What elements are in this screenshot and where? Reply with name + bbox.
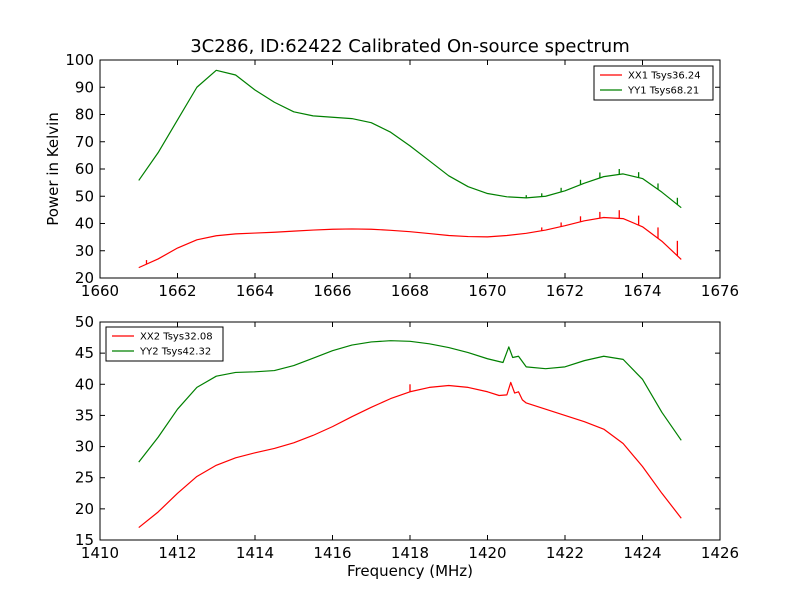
top-y-tick-label: 70 [75,133,94,151]
top-legend-label-1: XX1 Tsys36.24 [628,71,701,82]
y-axis-label: Power in Kelvin [44,112,62,226]
bottom-series-line-2 [138,340,682,463]
bottom-x-tick-label: 1422 [546,544,584,562]
top-x-tick-label: 1668 [391,282,429,300]
top-y-tick-label: 50 [75,187,94,205]
top-x-tick-label: 1676 [701,282,739,300]
bottom-legend-label-1: XX2 Tsys32.08 [140,332,213,343]
bottom-x-tick-label: 1414 [236,544,274,562]
bottom-y-tick-label: 40 [75,375,94,393]
top-x-tick-label: 1660 [81,282,119,300]
bottom-x-tick-label: 1420 [468,544,506,562]
top-legend: XX1 Tsys36.24 YY1 Tsys68.21 [593,65,714,101]
bottom-y-tick-label: 20 [75,500,94,518]
top-series-line-2 [138,69,682,209]
bottom-legend-label-2: YY2 Tsys42.32 [139,347,211,358]
top-x-tick-label: 1664 [236,282,274,300]
top-legend-box [593,65,714,101]
bottom-y-tick-label: 45 [75,344,94,362]
bottom-x-tick-label: 1426 [701,544,739,562]
top-y-tick-label: 90 [75,78,94,96]
bottom-legend: XX2 Tsys32.08 YY2 Tsys42.32 [105,326,224,362]
bottom-y-tick-label: 25 [75,469,94,487]
top-legend-label-2: YY1 Tsys68.21 [627,86,699,97]
bottom-series-line-1 [138,381,682,529]
chart-title: 3C286, ID:62422 Calibrated On-source spe… [190,36,630,57]
top-series-line-1 [138,216,682,269]
bottom-x-tick-label: 1412 [158,544,196,562]
x-axis-label: Frequency (MHz) [347,562,473,580]
bottom-x-tick-label: 1418 [391,544,429,562]
top-y-tick-label: 80 [75,106,94,124]
top-y-tick-label: 40 [75,215,94,233]
top-x-tick-label: 1674 [623,282,661,300]
top-y-tick-label: 60 [75,160,94,178]
top-x-tick-label: 1672 [546,282,584,300]
top-plot: 1660 1662 1664 1666 1668 1670 1672 1674 1676 20 30… [65,51,739,300]
top-y-tick-label: 20 [75,269,94,287]
bottom-y-tick-label: 35 [75,406,94,424]
bottom-x-tick-label: 1424 [623,544,661,562]
bottom-legend-box [105,326,224,362]
bottom-y-tick-label: 50 [75,313,94,331]
bottom-x-tick-label: 1410 [81,544,119,562]
top-y-tick-label: 30 [75,242,94,260]
top-x-tick-label: 1662 [158,282,196,300]
bottom-y-tick-label: 30 [75,438,94,456]
top-x-tick-label: 1670 [468,282,506,300]
bottom-x-tick-label: 1416 [313,544,351,562]
bottom-y-tick-label: 15 [75,531,94,549]
top-x-tick-label: 1666 [313,282,351,300]
bottom-plot: 1410 1412 1414 1416 1418 1420 1422 1424 1426 15 20… [75,313,739,562]
top-y-tick-label: 100 [65,51,94,69]
